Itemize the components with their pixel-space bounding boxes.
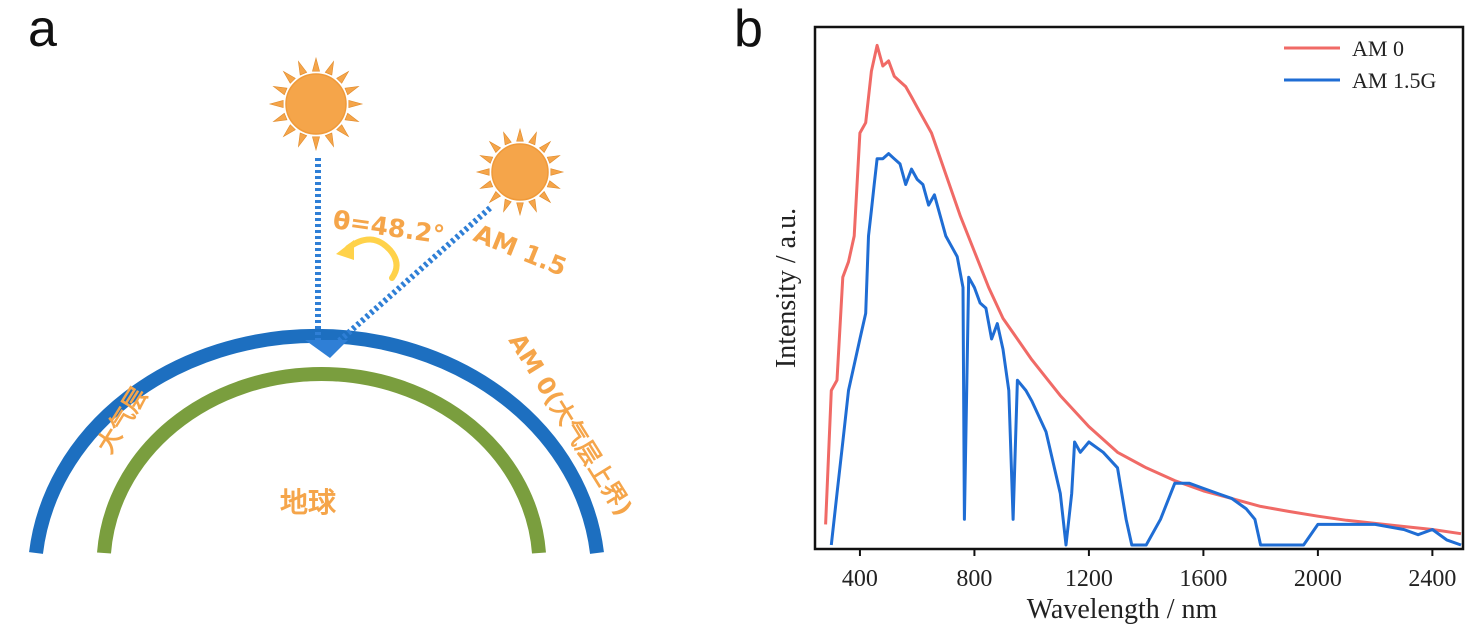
sun-ray (344, 112, 360, 123)
sun-icon (475, 127, 565, 217)
x-tick-label: 400 (842, 566, 878, 592)
panel-a: a θ=48.2° AM 1.5 AM 0(大气层上界) 大气层 地球 (28, 0, 638, 554)
sun-ray (324, 132, 335, 148)
sun-ray (528, 131, 537, 146)
x-tick-label: 1200 (1065, 566, 1113, 592)
sun-ray (475, 168, 490, 176)
x-ticks: 400 800 1200 1600 2000 2400 (842, 549, 1456, 592)
panel-a-letter: a (28, 0, 57, 58)
earth-arc (97, 366, 546, 554)
sun-ray (538, 190, 552, 204)
x-tick-label: 2400 (1408, 566, 1456, 592)
x-tick-label: 1600 (1179, 566, 1227, 592)
earth-label: 地球 (280, 486, 337, 519)
am15-label: AM 1.5 (470, 219, 571, 282)
sun-ray (272, 85, 288, 96)
sun-ray (344, 85, 360, 96)
sun-ray (488, 140, 502, 154)
sun-ray (503, 131, 512, 146)
sun-ray (516, 127, 524, 142)
legend-label-am0: AM 0 (1352, 36, 1404, 61)
sun-ray (297, 60, 308, 76)
sun-ray (268, 100, 284, 108)
angle-label: θ=48.2° (331, 205, 446, 249)
sun-ray (282, 124, 296, 138)
sun-ray (546, 180, 561, 189)
plot-frame (813, 25, 1465, 551)
sun-ray (282, 70, 296, 84)
panel-b-letter: b (734, 0, 763, 58)
sun-ray (528, 198, 537, 213)
series-layer (824, 43, 1462, 547)
sun-ray (312, 56, 320, 72)
sun-ray (348, 100, 364, 108)
sun-ray (336, 124, 350, 138)
sun-ray (503, 198, 512, 213)
x-tick-label: 800 (956, 566, 992, 592)
sun-ray (546, 155, 561, 164)
sun-ray (324, 60, 335, 76)
sun-ray (550, 168, 565, 176)
sun-ray (479, 180, 494, 189)
ray-arrowhead-icon (305, 340, 348, 358)
angle-arrow-icon (345, 236, 400, 281)
sun-ray (297, 132, 308, 148)
x-axis-label: Wavelength / nm (1027, 594, 1218, 625)
sun-ray (516, 202, 524, 217)
atmosphere-arc (29, 328, 604, 554)
sun-ray (479, 155, 494, 164)
sun-ray (488, 190, 502, 204)
sun-ray (272, 112, 288, 123)
legend: AM 0 AM 1.5G (1284, 36, 1436, 93)
series-line-am-0 (824, 43, 1462, 536)
x-tick-label: 2000 (1294, 566, 1342, 592)
angle-arrowhead-icon (336, 240, 354, 260)
panel-b: b 400 800 1200 1600 2000 2400 Wavelength / nm… (734, 0, 1465, 625)
sun-icon (268, 56, 364, 152)
sun-ray (538, 140, 552, 154)
series-line-am-1-5g (829, 152, 1462, 547)
sun-ray (336, 70, 350, 84)
sun-ray (312, 136, 320, 152)
y-axis-label: Intensity / a.u. (771, 208, 802, 368)
legend-label-am15g: AM 1.5G (1352, 68, 1436, 93)
oblique-ray (336, 205, 492, 345)
